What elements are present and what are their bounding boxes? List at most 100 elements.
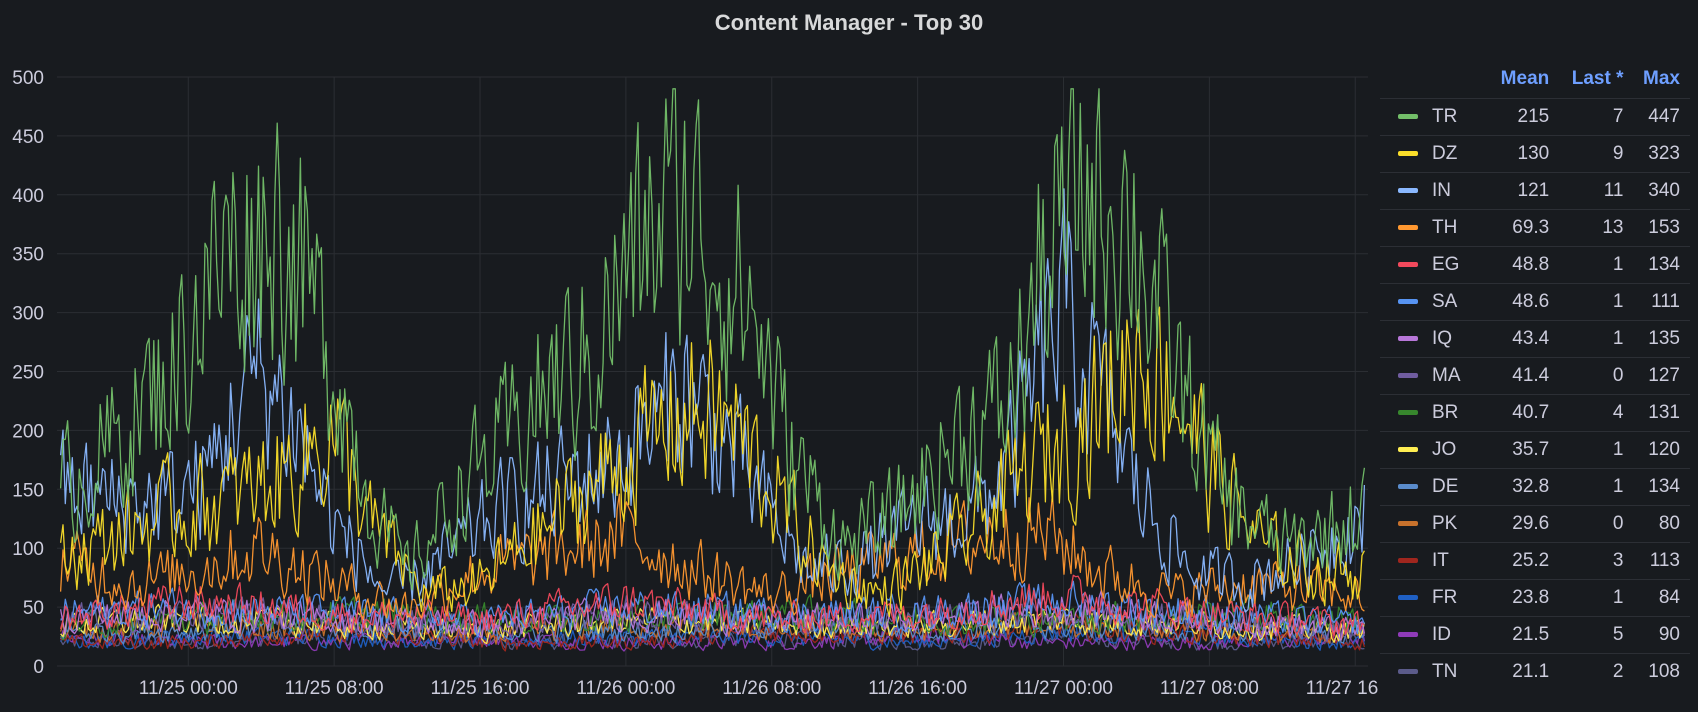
legend-max-value: 447	[1633, 98, 1690, 136]
legend-series-name[interactable]: TR	[1380, 98, 1489, 136]
x-tick-label: 11/26 08:00	[722, 678, 821, 699]
legend-mean-value: 69.3	[1488, 209, 1560, 247]
legend-series-label: IQ	[1432, 328, 1453, 349]
legend-last-value: 13	[1559, 209, 1634, 247]
legend-last-value: 1	[1559, 468, 1634, 506]
legend-mean-value: 48.6	[1488, 283, 1560, 321]
legend-last-value: 2	[1559, 653, 1634, 690]
legend-color-swatch	[1398, 632, 1418, 638]
legend-max-value: 153	[1633, 209, 1690, 247]
legend-color-swatch	[1398, 558, 1418, 564]
legend-series-label: TH	[1432, 217, 1458, 238]
legend-max-value: 135	[1633, 320, 1690, 358]
legend-table: Mean Last * Max TR 215 7 447 DZ 130 9 323 IN 121 1…	[1380, 64, 1690, 690]
legend-row-id[interactable]: ID 21.5 5 90	[1380, 616, 1690, 654]
legend-color-swatch	[1398, 521, 1418, 527]
panel-title[interactable]: Content Manager - Top 30	[714, 10, 984, 35]
legend-series-name[interactable]: DZ	[1380, 135, 1489, 173]
legend-mean-value: 23.8	[1488, 579, 1560, 617]
legend-series-label: TN	[1432, 661, 1458, 682]
legend-series-name[interactable]: JO	[1380, 431, 1489, 469]
legend-row-jo[interactable]: JO 35.7 1 120	[1380, 431, 1690, 469]
legend-series-name[interactable]: BR	[1380, 394, 1489, 432]
legend-last-value: 9	[1559, 135, 1634, 173]
legend-row-dz[interactable]: DZ 130 9 323	[1380, 135, 1690, 173]
legend-row-sa[interactable]: SA 48.6 1 111	[1380, 283, 1690, 321]
legend-series-name[interactable]: IQ	[1380, 320, 1489, 358]
legend-row-ma[interactable]: MA 41.4 0 127	[1380, 357, 1690, 395]
legend-row-it[interactable]: IT 25.2 3 113	[1380, 542, 1690, 580]
y-tick-label: 400	[12, 186, 44, 207]
legend-series-name[interactable]: SA	[1380, 283, 1489, 321]
legend-series-name[interactable]: FR	[1380, 579, 1489, 617]
legend-series-label: EG	[1432, 254, 1460, 275]
legend-header-series	[1380, 64, 1489, 99]
legend-last-value: 11	[1559, 172, 1634, 210]
legend-row-in[interactable]: IN 121 11 340	[1380, 172, 1690, 210]
legend-series-label: IT	[1432, 550, 1449, 571]
legend-last-value: 0	[1559, 505, 1634, 543]
legend-row-de[interactable]: DE 32.8 1 134	[1380, 468, 1690, 506]
legend-mean-value: 35.7	[1488, 431, 1560, 469]
legend-last-value: 1	[1559, 283, 1634, 321]
legend-row-tn[interactable]: TN 21.1 2 108	[1380, 653, 1690, 690]
series-line-tr	[59, 88, 1366, 591]
y-tick-label: 200	[12, 421, 44, 442]
legend-row-iq[interactable]: IQ 43.4 1 135	[1380, 320, 1690, 358]
legend-series-name[interactable]: IT	[1380, 542, 1489, 580]
legend-series-name[interactable]: IN	[1380, 172, 1489, 210]
legend-series-label: MA	[1432, 365, 1461, 386]
legend-series-name[interactable]: PK	[1380, 505, 1489, 543]
y-tick-label: 450	[12, 127, 44, 148]
legend-max-value: 84	[1633, 579, 1690, 617]
legend-row-br[interactable]: BR 40.7 4 131	[1380, 394, 1690, 432]
line-chart: 0 50 100 150 200 250 300 350 400 450 500 11/25 00:0…	[12, 68, 1380, 699]
x-tick-label: 11/25 16:00	[431, 678, 530, 699]
legend-row-fr[interactable]: FR 23.8 1 84	[1380, 579, 1690, 617]
y-tick-label: 0	[33, 657, 44, 678]
x-tick-label: 11/26 00:00	[576, 678, 675, 699]
legend-color-swatch	[1398, 262, 1418, 268]
legend-max-value: 120	[1633, 431, 1690, 469]
legend-color-swatch	[1398, 373, 1418, 379]
legend-max-value: 134	[1633, 246, 1690, 284]
legend-series-name[interactable]: TH	[1380, 209, 1489, 247]
legend-row-tr[interactable]: TR 215 7 447	[1380, 98, 1690, 136]
legend-mean-value: 21.5	[1488, 616, 1560, 654]
legend-series-label: DZ	[1432, 143, 1458, 164]
legend-series-name[interactable]: EG	[1380, 246, 1489, 284]
legend-series-name[interactable]: DE	[1380, 468, 1489, 506]
legend-series-name[interactable]: MA	[1380, 357, 1489, 395]
series-line-id	[59, 626, 1366, 652]
y-tick-label: 250	[12, 363, 44, 384]
legend-mean-value: 29.6	[1488, 505, 1560, 543]
legend-last-value: 1	[1559, 431, 1634, 469]
legend-color-swatch	[1398, 225, 1418, 231]
legend-color-swatch	[1398, 151, 1418, 157]
legend-max-value: 111	[1633, 283, 1690, 321]
legend-series-name[interactable]: ID	[1380, 616, 1489, 654]
legend-header-max[interactable]: Max	[1643, 68, 1680, 89]
legend-last-value: 1	[1559, 579, 1634, 617]
legend-header-last[interactable]: Last *	[1571, 68, 1624, 89]
legend-max-value: 90	[1633, 616, 1690, 654]
legend-row-th[interactable]: TH 69.3 13 153	[1380, 209, 1690, 247]
x-tick-label: 11/27 16:00	[1306, 678, 1380, 699]
legend-max-value: 340	[1633, 172, 1690, 210]
legend-max-value: 108	[1633, 653, 1690, 690]
y-tick-label: 300	[12, 304, 44, 325]
legend-max-value: 80	[1633, 505, 1690, 543]
legend-max-value: 131	[1633, 394, 1690, 432]
legend-row-eg[interactable]: EG 48.8 1 134	[1380, 246, 1690, 284]
legend-mean-value: 41.4	[1488, 357, 1560, 395]
legend-last-value: 1	[1559, 246, 1634, 284]
legend-series-label: PK	[1432, 513, 1458, 534]
legend-series-name[interactable]: TN	[1380, 653, 1489, 690]
y-tick-label: 500	[12, 68, 44, 89]
legend-header-mean[interactable]: Mean	[1500, 68, 1550, 89]
legend-row-pk[interactable]: PK 29.6 0 80	[1380, 505, 1690, 543]
legend-mean-value: 40.7	[1488, 394, 1560, 432]
legend-mean-value: 43.4	[1488, 320, 1560, 358]
legend-max-value: 134	[1633, 468, 1690, 506]
